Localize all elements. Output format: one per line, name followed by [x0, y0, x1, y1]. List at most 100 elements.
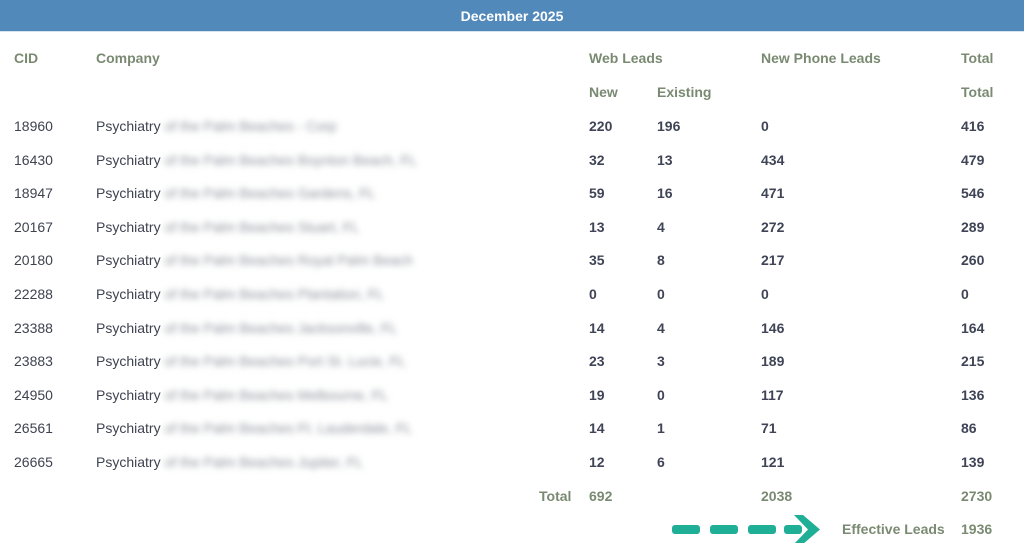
row-web-new: 14 — [589, 420, 605, 437]
company-name: Psychiatry — [96, 353, 161, 370]
totals-label: Total — [539, 488, 572, 504]
row-phone-leads: 146 — [761, 319, 785, 336]
row-company: Psychiatry of the Palm Beaches - Corp — [96, 118, 337, 134]
row-phone-leads: 217 — [761, 252, 785, 269]
company-name: Psychiatry — [96, 252, 161, 269]
header-company: Company — [96, 50, 160, 66]
row-web-existing: 4 — [657, 218, 665, 235]
row-company: Psychiatry of the Palm Beaches Port St. L… — [96, 353, 406, 369]
row-total: 546 — [961, 185, 985, 202]
company-name-redacted: of the Palm Beaches Stuart, FL — [164, 218, 360, 235]
row-total: 139 — [961, 454, 985, 470]
header-new-phone-leads: New Phone Leads — [761, 50, 881, 66]
row-phone-leads: 189 — [761, 353, 785, 370]
row-cid: 22288 — [14, 286, 53, 302]
row-web-existing: 196 — [657, 118, 681, 134]
subheader-new: New — [589, 84, 618, 100]
company-name: Psychiatry — [96, 185, 161, 202]
totals-total: 2730 — [961, 488, 993, 504]
row-cid: 23388 — [14, 319, 53, 336]
company-name-redacted: of the Palm Beaches Jacksonville, FL — [164, 319, 398, 336]
row-web-existing: 8 — [657, 252, 665, 269]
company-name-redacted: of the Palm Beaches Ft. Lauderdale, FL — [164, 420, 413, 437]
company-name: Psychiatry — [96, 386, 161, 403]
row-cid: 16430 — [14, 151, 53, 168]
row-web-existing: 1 — [657, 420, 665, 437]
row-company: Psychiatry of the Palm Beaches Jacksonvil… — [96, 320, 397, 336]
row-company: Psychiatry of the Palm Beaches Jupiter, F… — [96, 454, 363, 470]
row-web-new: 59 — [589, 185, 605, 202]
row-phone-leads: 0 — [761, 286, 769, 302]
dashed-arrow-icon — [672, 515, 820, 543]
row-web-existing: 0 — [657, 286, 665, 302]
company-name-redacted: of the Palm Beaches Gardens, FL — [164, 185, 376, 202]
row-cid: 26665 — [14, 454, 53, 470]
row-total: 0 — [961, 286, 969, 302]
row-cid: 18947 — [14, 185, 53, 202]
company-name: Psychiatry — [96, 420, 161, 437]
row-web-existing: 0 — [657, 386, 665, 403]
row-company: Psychiatry of the Palm Beaches Melbourne,… — [96, 387, 388, 403]
row-phone-leads: 471 — [761, 185, 785, 202]
row-total: 416 — [961, 118, 985, 134]
company-name-redacted: of the Palm Beaches Port St. Lucie, FL — [164, 353, 406, 370]
row-phone-leads: 117 — [761, 386, 784, 403]
row-total: 260 — [961, 252, 985, 269]
totals-web-new: 692 — [589, 488, 613, 504]
row-cid: 26561 — [14, 420, 53, 437]
row-total: 136 — [961, 386, 985, 403]
subheader-existing: Existing — [657, 84, 712, 100]
row-phone-leads: 71 — [761, 420, 777, 437]
company-name: Psychiatry — [96, 454, 161, 470]
row-web-existing: 6 — [657, 454, 665, 470]
row-total: 86 — [961, 420, 977, 437]
header-web-leads: Web Leads — [589, 50, 663, 66]
row-total: 479 — [961, 151, 985, 168]
row-cid: 23883 — [14, 353, 53, 370]
effective-leads-value: 1936 — [961, 521, 993, 537]
company-name-redacted: of the Palm Beaches Royal Palm Beach — [164, 252, 413, 269]
company-name: Psychiatry — [96, 118, 161, 134]
company-name-redacted: of the Palm Beaches Melbourne, FL — [164, 386, 388, 403]
row-total: 215 — [961, 353, 985, 370]
row-web-new: 32 — [589, 151, 605, 168]
company-name: Psychiatry — [96, 151, 161, 168]
row-company: Psychiatry of the Palm Beaches Gardens, F… — [96, 185, 375, 201]
row-web-existing: 16 — [657, 185, 673, 202]
company-name-redacted: of the Palm Beaches - Corp — [164, 118, 337, 134]
totals-phone: 2038 — [761, 488, 793, 504]
row-web-new: 35 — [589, 252, 605, 269]
row-total: 289 — [961, 218, 985, 235]
header-cid: CID — [14, 50, 39, 66]
row-web-new: 19 — [589, 386, 605, 403]
header-total: Total — [961, 50, 994, 66]
row-phone-leads: 272 — [761, 218, 785, 235]
row-web-new: 220 — [589, 118, 613, 134]
row-phone-leads: 434 — [761, 151, 785, 168]
row-web-new: 12 — [589, 454, 605, 470]
row-company: Psychiatry of the Palm Beaches Ft. Lauder… — [96, 420, 412, 436]
company-name-redacted: of the Palm Beaches Boynton Beach, FL — [164, 151, 417, 168]
row-web-existing: 4 — [657, 319, 665, 336]
row-web-existing: 3 — [657, 353, 665, 370]
row-cid: 18960 — [14, 118, 53, 134]
row-web-existing: 13 — [657, 151, 673, 168]
banner-title: December 2025 — [460, 7, 564, 24]
row-cid: 24950 — [14, 386, 53, 403]
row-web-new: 0 — [589, 286, 597, 302]
row-company: Psychiatry of the Palm Beaches Boynton Be… — [96, 152, 417, 168]
row-phone-leads: 121 — [761, 454, 785, 470]
subheader-total: Total — [961, 84, 994, 100]
company-name: Psychiatry — [96, 319, 161, 336]
row-cid: 20167 — [14, 218, 53, 235]
row-web-new: 23 — [589, 353, 605, 370]
row-company: Psychiatry of the Palm Beaches Stuart, FL — [96, 219, 359, 235]
row-cid: 20180 — [14, 252, 53, 269]
row-phone-leads: 0 — [761, 118, 769, 134]
company-name-redacted: of the Palm Beaches Jupiter, FL — [164, 454, 364, 470]
row-company: Psychiatry of the Palm Beaches Royal Palm… — [96, 252, 413, 268]
row-web-new: 14 — [589, 319, 605, 336]
row-web-new: 13 — [589, 218, 605, 235]
row-total: 164 — [961, 319, 985, 336]
month-banner: December 2025 — [0, 0, 1024, 32]
